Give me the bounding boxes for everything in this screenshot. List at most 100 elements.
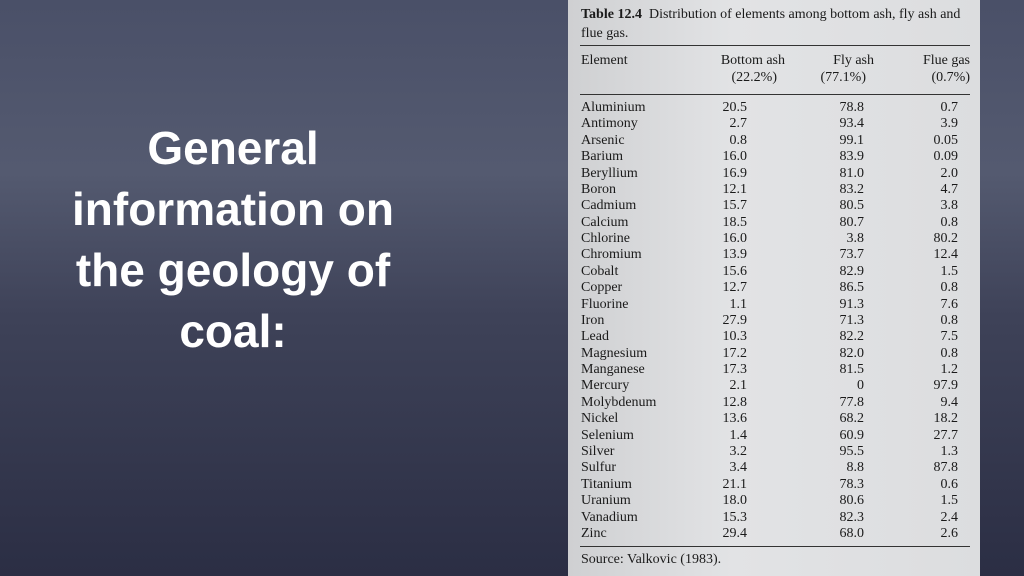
rule	[580, 45, 970, 46]
value-cell: 80.2	[933, 231, 959, 247]
value-cell: 0.8	[940, 214, 959, 230]
value-cell: 2.4	[940, 509, 959, 525]
value-cell: 83.2	[839, 181, 865, 197]
value-cell: 91.3	[839, 296, 865, 312]
element-cell: Molybdenum	[581, 394, 657, 410]
element-cell: Arsenic	[581, 132, 625, 148]
element-cell: Antimony	[581, 116, 638, 132]
value-cell: 1.2	[940, 362, 959, 378]
value-cell: 27.7	[933, 427, 959, 443]
element-cell: Zinc	[581, 525, 607, 541]
column-header-share: (0.7%)	[931, 70, 971, 85]
element-cell: Copper	[581, 280, 623, 296]
value-cell: 78.3	[839, 476, 865, 492]
element-cell: Chlorine	[581, 231, 630, 247]
element-cell: Lead	[581, 329, 609, 345]
value-cell: 12.1	[722, 181, 748, 197]
value-cell: 80.6	[839, 493, 865, 509]
value-cell: 82.9	[839, 263, 865, 279]
value-cell: 3.2	[729, 443, 748, 459]
value-cell: 1.4	[729, 427, 748, 443]
value-cell: 81.0	[839, 165, 865, 181]
value-cell: 3.8	[940, 198, 959, 214]
column-header: Fly ash	[833, 53, 874, 68]
element-cell: Cobalt	[581, 263, 619, 279]
value-cell: 83.9	[839, 149, 865, 165]
value-cell: 99.1	[839, 132, 865, 148]
value-cell: 17.3	[722, 362, 748, 378]
value-cell: 80.7	[839, 214, 865, 230]
value-cell: 15.3	[722, 509, 748, 525]
value-cell: 20.5	[722, 100, 748, 115]
value-cell: 12.7	[722, 280, 748, 296]
value-cell: 0	[857, 378, 864, 394]
element-cell: Silver	[581, 443, 615, 459]
value-cell: 16.9	[722, 165, 748, 181]
value-cell: 93.4	[839, 116, 865, 132]
value-cell: 15.7	[722, 198, 748, 214]
value-cell: 77.8	[839, 394, 865, 410]
value-cell: 2.0	[940, 165, 959, 181]
value-cell: 73.7	[839, 247, 865, 263]
column-header: Element	[581, 53, 628, 68]
value-cell: 1.5	[940, 493, 959, 509]
value-cell: 78.8	[839, 100, 865, 115]
element-cell: Cadmium	[581, 198, 637, 214]
value-cell: 18.5	[722, 214, 748, 230]
value-cell: 71.3	[839, 312, 865, 328]
value-cell: 18.2	[933, 411, 959, 427]
value-cell: 2.7	[729, 116, 748, 132]
value-cell: 21.1	[722, 476, 748, 492]
value-cell: 9.4	[940, 394, 959, 410]
value-cell: 68.0	[839, 525, 865, 541]
table-label: Table 12.4	[581, 7, 642, 22]
table-panel: Table 12.4 Distribution of elements amon…	[568, 0, 980, 576]
rule	[580, 94, 970, 95]
value-cell: 1.1	[729, 296, 748, 312]
value-cell: 86.5	[839, 280, 865, 296]
value-cell: 87.8	[933, 460, 959, 476]
column-header-share: (77.1%)	[820, 70, 867, 85]
value-cell: 80.5	[839, 198, 865, 214]
element-cell: Calcium	[581, 214, 629, 230]
value-cell: 1.5	[940, 263, 959, 279]
value-cell: 7.5	[940, 329, 959, 345]
element-cell: Manganese	[581, 362, 645, 378]
value-cell: 3.8	[846, 231, 865, 247]
rule	[580, 546, 970, 547]
element-cell: Selenium	[581, 427, 634, 443]
value-cell: 13.9	[722, 247, 748, 263]
value-cell: 60.9	[839, 427, 865, 443]
value-cell: 18.0	[722, 493, 748, 509]
value-cell: 17.2	[722, 345, 748, 361]
value-cell: 12.8	[722, 394, 748, 410]
value-cell: 68.2	[839, 411, 865, 427]
value-cell: 0.05	[933, 132, 959, 148]
value-cell: 0.8	[940, 312, 959, 328]
value-cell: 27.9	[722, 312, 748, 328]
element-cell: Iron	[581, 312, 605, 328]
value-cell: 10.3	[722, 329, 748, 345]
caption-text: Distribution of elements among bottom as…	[581, 7, 961, 41]
value-cell: 0.09	[933, 149, 959, 165]
element-cell: Boron	[581, 181, 616, 197]
slide-title: General information on the geology of co…	[72, 122, 394, 357]
element-cell: Beryllium	[581, 165, 638, 181]
value-cell: 8.8	[846, 460, 865, 476]
value-cell: 3.9	[940, 116, 959, 132]
element-cell: Nickel	[581, 411, 619, 427]
element-cell: Mercury	[581, 378, 630, 394]
value-cell: 1.3	[940, 443, 959, 459]
value-cell: 2.1	[729, 378, 748, 394]
value-cell: 82.2	[839, 329, 865, 345]
column-header: Bottom ash	[720, 53, 785, 68]
value-cell: 81.5	[839, 362, 865, 378]
value-cell: 0.8	[940, 345, 959, 361]
value-cell: 16.0	[722, 231, 748, 247]
value-cell: 4.7	[940, 181, 959, 197]
value-cell: 3.4	[729, 460, 748, 476]
element-cell: Uranium	[581, 493, 631, 509]
element-cell: Vanadium	[581, 509, 638, 525]
value-cell: 0.6	[940, 476, 959, 492]
